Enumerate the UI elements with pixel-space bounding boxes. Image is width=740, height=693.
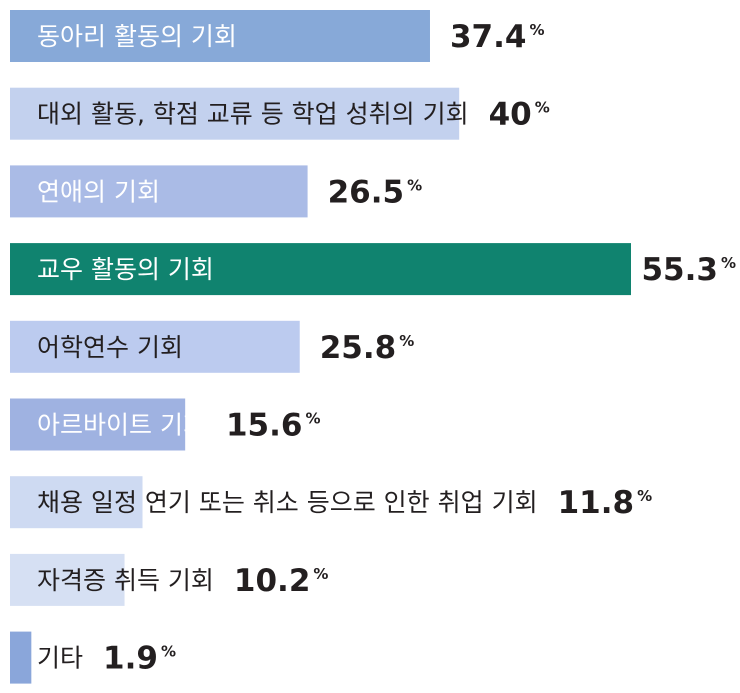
value-label-8: 10.2 [234, 563, 311, 599]
category-label-1: 동아리 활동의 기회 [37, 22, 237, 51]
category-label-6: 아르바이트 기회 [37, 411, 206, 440]
value-unit-9: % [161, 643, 176, 661]
bar-7 [10, 476, 143, 529]
bar-6 [10, 398, 186, 451]
bar-5 [10, 320, 300, 373]
value-label-1: 37.4 [450, 19, 527, 55]
value-label-2: 40 [489, 97, 532, 133]
value-label-9: 1.9 [103, 641, 158, 677]
category-label-2: 대외 활동, 학점 교류 등 학업 성취의 기회 [37, 100, 469, 129]
value-label-7: 11.8 [558, 485, 635, 521]
category-label-7: 채용 일정 연기 또는 취소 등으로 인한 취업 기회 [37, 488, 538, 517]
value-label-3: 26.5 [328, 174, 405, 210]
value-unit-4: % [721, 254, 736, 272]
value-unit-3: % [407, 176, 422, 194]
value-label-6: 15.6 [226, 408, 303, 444]
value-unit-2: % [535, 99, 550, 117]
value-unit-8: % [313, 565, 328, 583]
value-unit-7: % [637, 487, 652, 505]
value-unit-1: % [529, 21, 544, 39]
category-label-4: 교우 활동의 기회 [37, 255, 214, 284]
category-label-5: 어학연수 기회 [37, 333, 183, 362]
value-unit-6: % [305, 410, 320, 428]
bar-9 [10, 631, 32, 684]
category-label-8: 자격증 취득 기회 [37, 566, 214, 595]
bar-4 [10, 243, 631, 296]
category-label-3: 연애의 기회 [37, 177, 160, 206]
bar-3 [10, 165, 308, 218]
bar-8 [10, 553, 125, 606]
bar-1 [10, 10, 430, 62]
value-label-4: 55.3 [641, 252, 718, 288]
value-unit-5: % [399, 332, 414, 350]
category-label-9: 기타 [37, 644, 83, 673]
bar-2 [10, 87, 460, 140]
value-label-5: 25.8 [320, 330, 397, 366]
